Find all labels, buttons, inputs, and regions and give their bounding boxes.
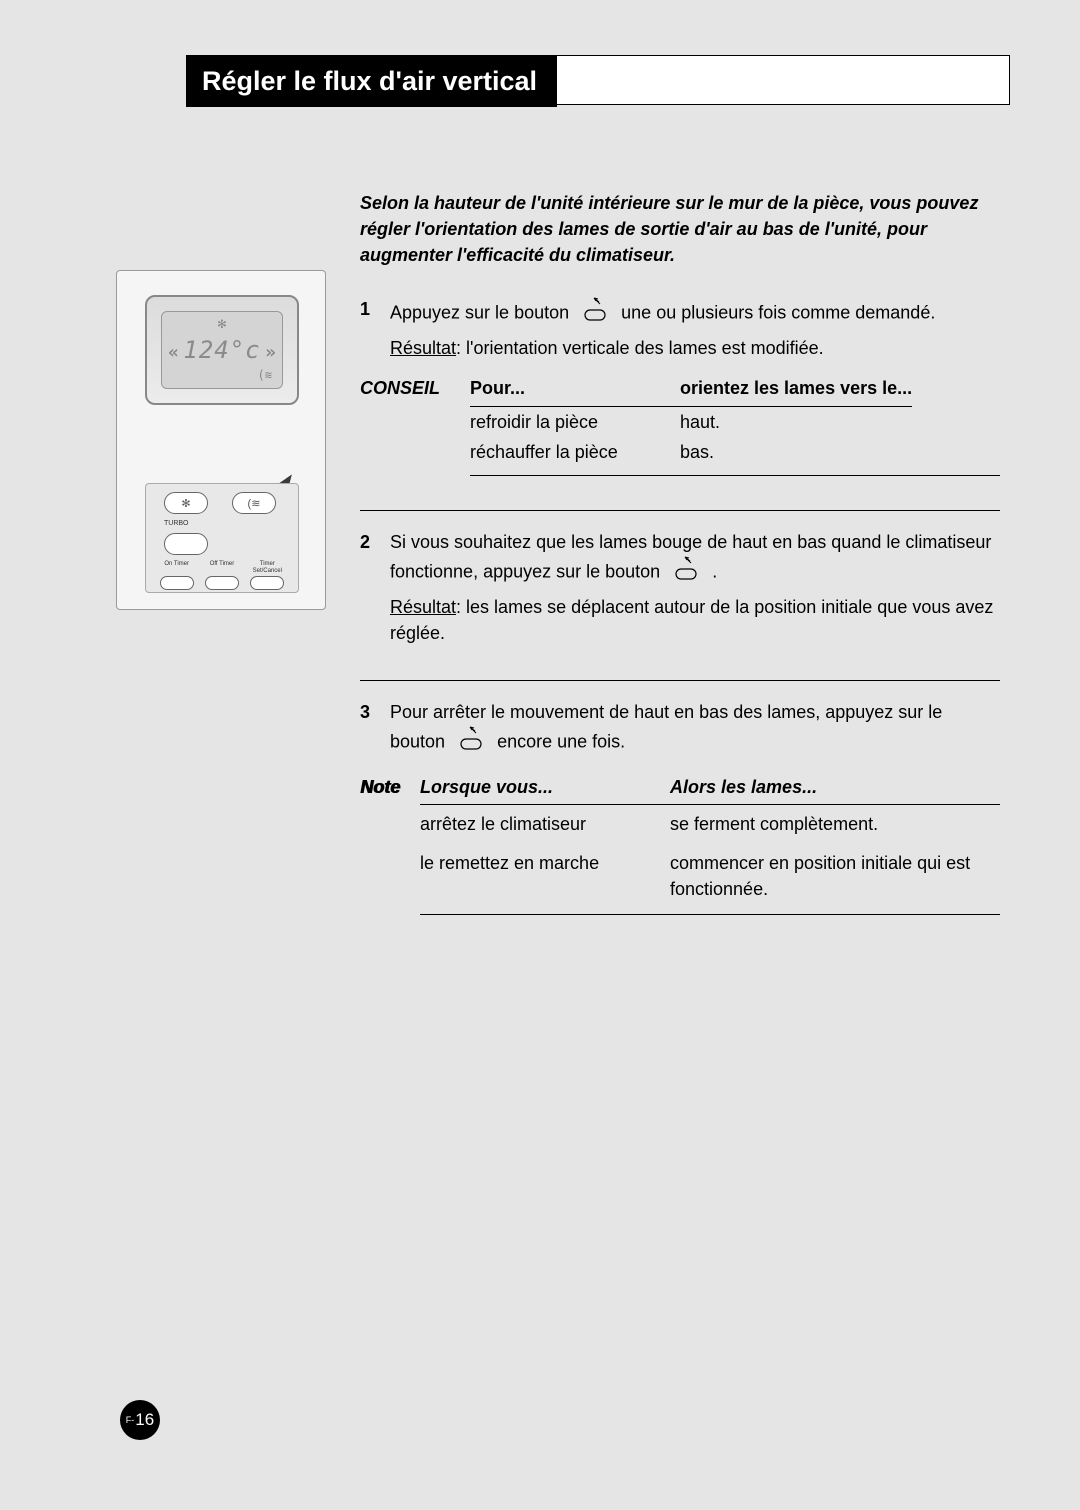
on-timer-label: On Timer xyxy=(156,561,198,574)
swing-button-icon xyxy=(456,725,486,760)
step2-result: Résultat: les lames se déplacent autour … xyxy=(390,594,1000,646)
conseil-block: CONSEIL Pour... orientez les lames vers … xyxy=(360,375,1000,475)
note-h2: Alors les lames... xyxy=(670,774,1000,805)
remote-buttons: ✻ (≋ TURBO On Timer Off Timer Timer Set/… xyxy=(145,483,299,593)
note-label: Note xyxy=(360,774,420,914)
note-r1c1: arrêtez le climatiseur xyxy=(420,805,670,844)
step-body: Pour arrêter le mouvement de haut en bas… xyxy=(390,699,1000,760)
title-bar: Régler le flux d'air vertical xyxy=(186,55,1010,105)
swing-button-icon xyxy=(671,555,701,590)
conseil-r1c2: haut. xyxy=(680,406,912,437)
note-table: Lorsque vous... Alors les lames... arrêt… xyxy=(420,774,1000,907)
result-text: : les lames se déplacent autour de la po… xyxy=(390,597,993,643)
step2-text-b: . xyxy=(712,561,717,581)
note-r2c2: commencer en position initiale qui est f… xyxy=(670,844,1000,908)
conseil-table: Pour... orientez les lames vers le... re… xyxy=(470,375,912,470)
timer-button-icon xyxy=(160,576,194,590)
step-number: 2 xyxy=(360,529,390,646)
swing-button-icon xyxy=(580,296,610,331)
note-r2c1: le remettez en marche xyxy=(420,844,670,908)
off-timer-label: Off Timer xyxy=(201,561,243,574)
set-cancel-label: Timer Set/Cancel xyxy=(246,561,288,574)
remote-lcd: ✻ « 124°c » (≋ xyxy=(145,295,299,405)
page-number-badge: F-16 xyxy=(120,1400,160,1440)
step1-text-a: Appuyez sur le bouton xyxy=(390,303,569,323)
step-number: 1 xyxy=(360,296,390,361)
swing-button-icon: (≋ xyxy=(232,492,276,514)
step-2: 2 Si vous souhaitez que les lames bouge … xyxy=(360,529,1000,646)
step3-text-b: encore une fois. xyxy=(497,732,625,752)
step-1: 1 Appuyez sur le bouton une ou plusieurs… xyxy=(360,296,1000,361)
note-h1: Lorsque vous... xyxy=(420,774,670,805)
step1-result: Résultat: l'orientation verticale des la… xyxy=(390,335,1000,361)
conseil-label: CONSEIL xyxy=(360,375,470,475)
conseil-r1c1: refroidir la pièce xyxy=(470,406,680,437)
result-label: Résultat xyxy=(390,338,456,358)
swing-icon: (≋ xyxy=(258,368,272,382)
page-title: Régler le flux d'air vertical xyxy=(186,55,557,107)
page-prefix: F- xyxy=(126,1415,135,1425)
rule xyxy=(470,475,1000,476)
snowflake-icon: ✻ xyxy=(218,316,226,332)
note-block: Note Lorsque vous... Alors les lames... … xyxy=(360,774,1000,914)
step-3: 3 Pour arrêter le mouvement de haut en b… xyxy=(360,699,1000,760)
divider xyxy=(360,680,1000,681)
divider xyxy=(360,510,1000,511)
step-body: Appuyez sur le bouton une ou plusieurs f… xyxy=(390,296,1000,361)
arrow-right-icon: » xyxy=(265,342,276,363)
result-text: : l'orientation verticale des lames est … xyxy=(456,338,824,358)
lcd-temp: 124°c xyxy=(162,336,282,364)
step1-text-b: une ou plusieurs fois comme demandé. xyxy=(621,303,935,323)
turbo-label: TURBO xyxy=(164,520,290,527)
step-body: Si vous souhaitez que les lames bouge de… xyxy=(390,529,1000,646)
content-area: Selon la hauteur de l'unité intérieure s… xyxy=(360,190,1000,915)
timer-button-icon xyxy=(250,576,284,590)
intro-text: Selon la hauteur de l'unité intérieure s… xyxy=(360,190,1000,268)
timer-button-icon xyxy=(205,576,239,590)
conseil-h2: orientez les lames vers le... xyxy=(680,375,912,406)
lcd-inner: ✻ « 124°c » (≋ xyxy=(161,311,283,389)
fan-button-icon: ✻ xyxy=(164,492,208,514)
conseil-r2c1: réchauffer la pièce xyxy=(470,437,680,471)
manual-page: Régler le flux d'air vertical ✻ « 124°c … xyxy=(70,40,1010,1470)
rule xyxy=(420,914,1000,915)
conseil-r2c2: bas. xyxy=(680,437,912,471)
remote-illustration: ✻ « 124°c » (≋ ✻ (≋ TURBO On Timer Off T… xyxy=(116,270,326,610)
page-number: 16 xyxy=(135,1410,154,1430)
result-label: Résultat xyxy=(390,597,456,617)
step-number: 3 xyxy=(360,699,390,760)
note-r1c2: se ferment complètement. xyxy=(670,805,1000,844)
conseil-h1: Pour... xyxy=(470,375,680,406)
turbo-button-icon xyxy=(164,533,208,555)
